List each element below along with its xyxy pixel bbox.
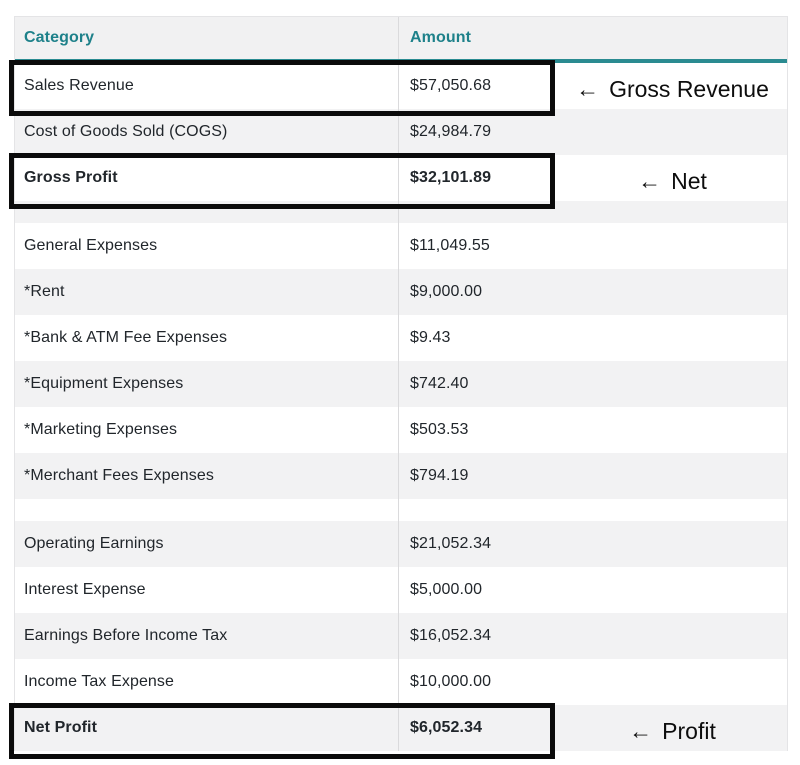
category-cell: *Marketing Expenses	[15, 407, 399, 453]
table-row-cogs: Cost of Goods Sold (COGS) $24,984.79	[15, 109, 787, 155]
category-cell: *Bank & ATM Fee Expenses	[15, 315, 399, 361]
spacer-row	[15, 499, 787, 521]
pnl-table: Category Amount Sales Revenue $57,050.68…	[14, 16, 788, 751]
category-cell: Interest Expense	[15, 567, 399, 613]
table-row-net-profit: Net Profit $6,052.34	[15, 705, 787, 751]
amount-cell: $794.19	[410, 467, 469, 484]
category-cell: General Expenses	[15, 223, 399, 269]
amount-cell: $32,101.89	[410, 169, 492, 186]
table-row-merchant-fees: *Merchant Fees Expenses $794.19	[15, 453, 787, 499]
table-row-general-expenses: General Expenses $11,049.55	[15, 223, 787, 269]
amount-cell: $742.40	[410, 375, 469, 392]
category-cell: Gross Profit	[15, 155, 399, 201]
category-cell: Cost of Goods Sold (COGS)	[15, 109, 399, 155]
amount-cell: $11,049.55	[410, 237, 490, 254]
amount-cell: $21,052.34	[410, 535, 492, 552]
table-row-gross-profit: Gross Profit $32,101.89	[15, 155, 787, 201]
table-row-earnings-before-income-tax: Earnings Before Income Tax $16,052.34	[15, 613, 787, 659]
table-row-bank-atm-fees: *Bank & ATM Fee Expenses $9.43	[15, 315, 787, 361]
table-header-row: Category Amount	[15, 17, 787, 63]
amount-cell: $16,052.34	[410, 627, 492, 644]
table-row-interest-expense: Interest Expense $5,000.00	[15, 567, 787, 613]
table-row-income-tax-expense: Income Tax Expense $10,000.00	[15, 659, 787, 705]
table-row-marketing-expenses: *Marketing Expenses $503.53	[15, 407, 787, 453]
table-row-operating-earnings: Operating Earnings $21,052.34	[15, 521, 787, 567]
category-cell: Earnings Before Income Tax	[15, 613, 399, 659]
category-cell: *Equipment Expenses	[15, 361, 399, 407]
category-cell: *Rent	[15, 269, 399, 315]
table-row-sales-revenue: Sales Revenue $57,050.68	[15, 63, 787, 109]
amount-cell: $24,984.79	[410, 123, 492, 140]
category-cell: Operating Earnings	[15, 521, 399, 567]
category-cell: *Merchant Fees Expenses	[15, 453, 399, 499]
category-cell: Income Tax Expense	[15, 659, 399, 705]
amount-cell: $9.43	[410, 329, 451, 346]
amount-cell: $10,000.00	[410, 673, 492, 690]
column-header-amount: Amount	[410, 29, 472, 46]
amount-cell: $503.53	[410, 421, 469, 438]
table-row-equipment-expenses: *Equipment Expenses $742.40	[15, 361, 787, 407]
column-header-category: Category	[15, 17, 399, 59]
amount-cell: $57,050.68	[410, 77, 492, 94]
amount-cell: $6,052.34	[410, 719, 483, 736]
table-row-rent: *Rent $9,000.00	[15, 269, 787, 315]
category-cell: Net Profit	[15, 705, 399, 751]
amount-cell: $9,000.00	[410, 283, 483, 300]
spacer-row	[15, 201, 787, 223]
amount-cell: $5,000.00	[410, 581, 483, 598]
category-cell: Sales Revenue	[15, 63, 399, 109]
